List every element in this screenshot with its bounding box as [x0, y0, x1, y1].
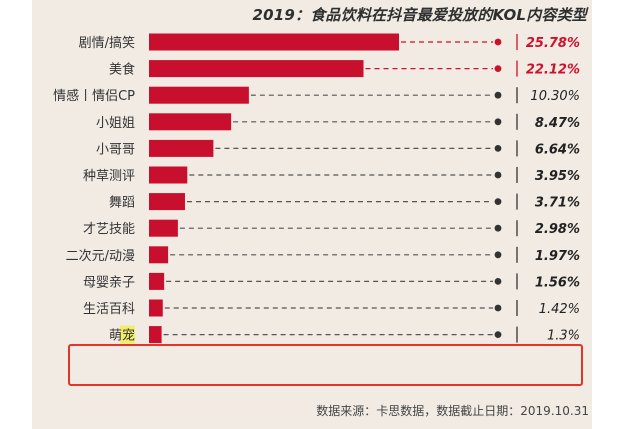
- leader-dot: [494, 224, 502, 232]
- value-label: 6.64%: [535, 142, 580, 157]
- bar: [149, 33, 399, 51]
- source-footnote: 数据来源：卡思数据，数据截止日期：2019.10.31: [316, 404, 589, 418]
- value-label: 8.47%: [535, 116, 580, 131]
- bar: [149, 272, 165, 290]
- category-label: 才艺技能: [83, 222, 135, 237]
- bar: [149, 246, 169, 264]
- bar: [149, 60, 364, 78]
- chart-title: 2019：食品饮料在抖音最爱投放的KOL内容类型: [252, 6, 587, 24]
- bar: [149, 219, 178, 237]
- leader-dot: [494, 145, 502, 152]
- bar: [149, 86, 249, 104]
- bar: [149, 193, 185, 211]
- leader-dot: [494, 91, 502, 99]
- bar: [149, 139, 214, 157]
- category-label: 母婴亲子: [83, 275, 135, 290]
- leader-dot: [494, 251, 502, 259]
- category-label: 生活百科: [83, 302, 135, 317]
- category-label: 萌宠: [109, 328, 135, 344]
- category-label: 二次元/动漫: [66, 248, 135, 264]
- category-label: 种草测评: [83, 169, 135, 184]
- category-label: 舞蹈: [109, 196, 135, 211]
- leader-dot: [494, 304, 502, 312]
- value-label: 10.30%: [530, 89, 580, 104]
- highlight-mark: [120, 325, 135, 344]
- bar: [149, 113, 232, 131]
- leader-dot: [494, 278, 502, 285]
- leader-dot: [494, 118, 502, 126]
- leader-dot: [494, 65, 502, 72]
- highlight-box: [68, 344, 583, 386]
- value-label: 22.12%: [526, 63, 580, 78]
- leader-dot: [494, 38, 502, 46]
- value-label: 1.56%: [535, 275, 580, 290]
- leader-dot: [494, 331, 502, 338]
- bar: [149, 166, 188, 184]
- value-label: 3.95%: [535, 169, 580, 184]
- value-label: 3.71%: [535, 196, 580, 211]
- bar: [149, 299, 163, 317]
- value-label: 1.97%: [535, 249, 580, 264]
- category-label: 情感丨情侣CP: [53, 88, 135, 104]
- leader-dot: [494, 198, 502, 206]
- leader-dot: [494, 171, 502, 179]
- value-label: 2.98%: [535, 222, 580, 237]
- category-label: 小哥哥: [96, 142, 135, 157]
- value-label: 1.42%: [539, 302, 580, 317]
- bar: [149, 326, 162, 344]
- category-label: 剧情/搞笑: [79, 35, 135, 51]
- value-label: 25.78%: [526, 36, 580, 51]
- category-label: 小姐姐: [96, 116, 135, 131]
- value-label: 1.3%: [547, 329, 580, 344]
- category-label: 美食: [109, 62, 135, 78]
